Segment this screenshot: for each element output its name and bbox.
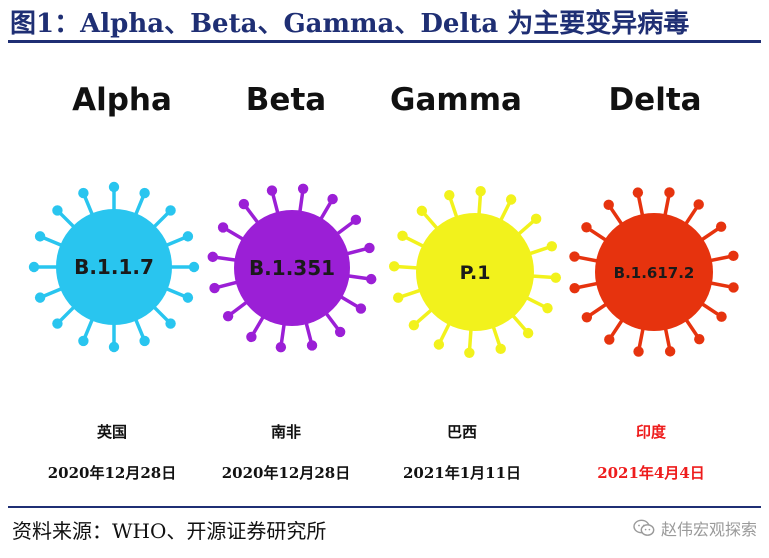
date-beta: 2020年12月28日 [221,464,351,482]
virus-spike-tip [217,222,229,233]
virus-spike-tip [433,339,445,350]
virus-body [234,210,350,326]
virus-spike-tip [530,213,542,225]
virus-spike-tip [34,231,46,242]
virus-spike-tip [306,340,318,351]
virus-illustrations: B.1.1.7 B.1.351 P.1 B.1.617.2 [28,181,739,359]
virus-spike-tip [550,272,562,283]
virus-spike-tip [327,193,338,205]
virus-spike-tip [188,261,200,273]
virus-spike-tip [716,311,727,322]
virus-beta: B.1.351 [207,183,377,353]
virus-spike-tip [388,261,400,272]
virus-body [56,209,172,325]
wechat-icon [633,519,655,536]
virus-spike-tip [238,198,250,210]
virus-spike-tip [693,199,704,210]
virus-body [416,213,534,331]
variant-name-alpha: Alpha [72,82,172,118]
virus-spike-tip [275,342,287,353]
virus-spike-tip [246,331,257,343]
virus-spike-tip [28,261,40,273]
variant-name-gamma: Gamma [390,82,522,118]
virus-spike-tip [416,205,428,217]
variant-code-alpha: B.1.1.7 [74,255,154,279]
virus-spike-tip [728,282,739,293]
virus-spike-tip [542,302,553,314]
virus-spike-tip [52,205,63,216]
virus-spike-tip [632,187,644,198]
virus-spike-tip [364,242,375,254]
virus-spike-tip [78,187,89,199]
virus-spike-tip [78,335,89,347]
virus-spike-tip [108,341,120,353]
virus-spike-tip [581,312,593,323]
virus-spike-tip [297,183,309,194]
virus-spike-tip [350,214,362,226]
figure-title: 图1：Alpha、Beta、Gamma、Delta 为主要变异病毒 [10,9,690,39]
virus-spike-tip [366,273,377,285]
virus-spike-tip [139,335,150,347]
country-beta: 南非 [270,423,301,441]
variant-code-delta: B.1.617.2 [614,264,695,282]
variant-code-gamma: P.1 [460,262,491,284]
virus-spike-tip [108,181,120,193]
variant-name-beta: Beta [245,82,327,118]
virus-delta: B.1.617.2 [569,187,739,357]
virus-spike-tip [266,185,278,196]
virus-spike-tip [139,187,150,199]
variant-name-delta: Delta [608,82,702,118]
virus-spike-tip [603,199,614,211]
watermark: 赵伟宏观探索 [633,516,757,540]
virus-spike-tip [444,189,455,201]
virus-spike-tip [495,343,506,355]
virus-spike-tip [52,318,63,329]
country-alpha: 英国 [96,423,127,441]
footer-rule [8,506,761,508]
watermark-text: 赵伟宏观探索 [660,520,757,539]
virus-spike-tip [165,205,176,216]
virus-spike-tip [165,318,176,329]
virus-spike-tip [694,333,705,345]
virus-spike-tip [182,292,194,303]
virus-gamma: P.1 [388,185,562,359]
variant-code-beta: B.1.351 [249,256,335,280]
virus-spike-tip [355,303,367,314]
virus-spike-tip [569,282,580,294]
date-gamma: 2021年1月11日 [402,464,522,482]
virus-spike-tip [505,194,517,205]
title-rule [8,40,761,43]
date-delta: 2021年4月4日 [597,464,705,482]
virus-spike-tip [408,319,420,331]
virus-spike-tip [581,222,592,233]
virus-spike-tip [633,346,644,357]
virus-spike-tip [664,346,676,357]
virus-spike-tip [569,251,580,262]
virus-spike-tip [397,230,408,242]
virus-spike-tip [728,250,739,262]
virus-spike-tip [715,221,727,232]
virus-spike-tip [209,282,220,294]
date-alpha: 2020年12月28日 [47,464,177,482]
virus-spike-tip [34,292,46,303]
country-delta: 印度 [635,423,666,441]
virus-spike-tip [475,185,486,197]
country-gamma: 巴西 [446,423,477,441]
virus-spike-tip [464,347,475,359]
virus-body [595,213,713,331]
virus-alpha: B.1.1.7 [28,181,200,353]
virus-spike-tip [604,334,615,345]
virus-spike-tip [522,327,534,339]
virus-spike-tip [392,292,404,303]
virus-spike-tip [664,187,675,198]
source-note: 资料来源：WHO、开源证券研究所 [12,519,327,543]
virus-spike-tip [222,310,234,322]
virus-spike-tip [207,251,218,263]
virus-spike-tip [334,326,346,338]
virus-spike-tip [182,231,194,242]
virus-spike-tip [546,241,558,252]
